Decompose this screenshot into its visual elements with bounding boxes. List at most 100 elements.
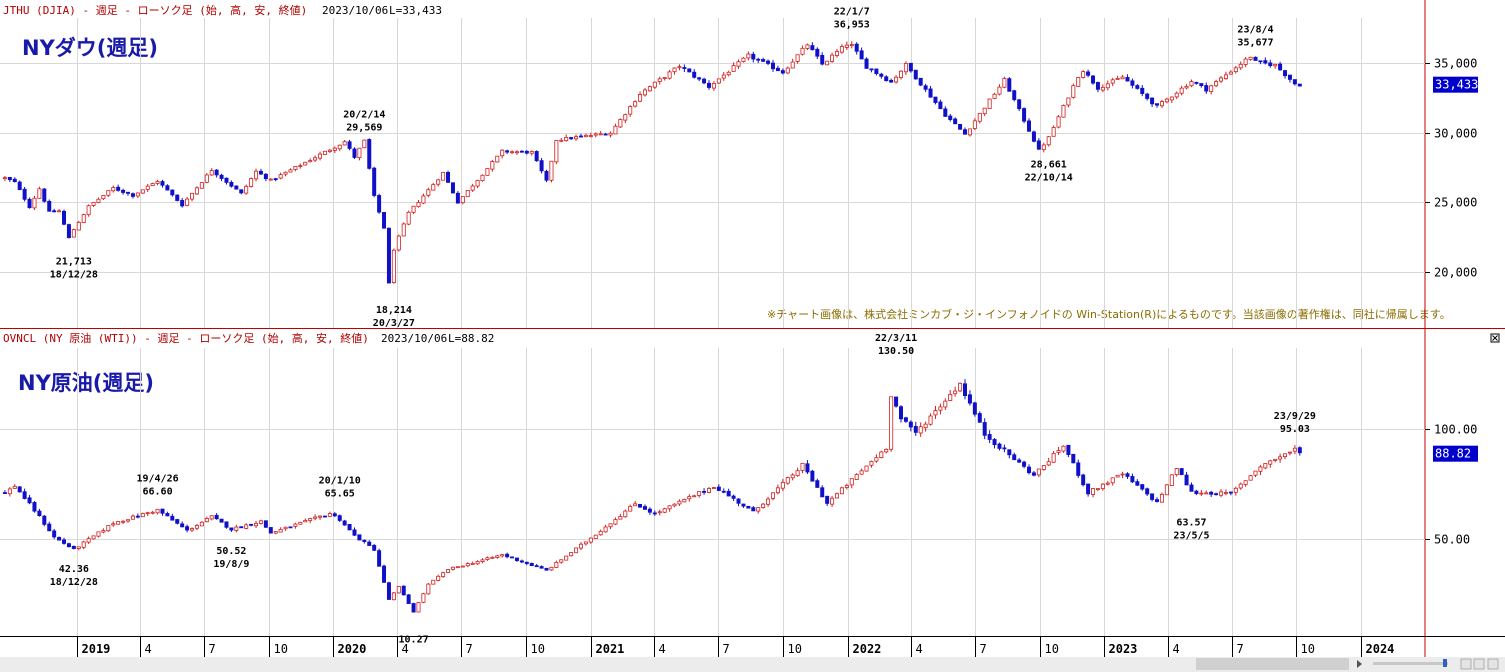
candle-up [185, 198, 190, 206]
candle-down [992, 439, 997, 446]
candle-down [702, 78, 707, 84]
candle-down [1091, 75, 1096, 84]
candle-down [879, 73, 884, 77]
candle-down [977, 413, 982, 423]
candle-down [953, 118, 958, 125]
candle-up [283, 171, 288, 175]
zoom-in-icon[interactable] [1473, 658, 1485, 670]
candle-down [716, 486, 721, 491]
candle-up [150, 511, 155, 514]
candle-up [1100, 483, 1105, 490]
candle-up [1046, 461, 1051, 466]
candle-up [716, 78, 721, 84]
candle-up [446, 569, 451, 573]
x-tick-label: 10 [274, 642, 288, 656]
zoom-icons[interactable] [1460, 658, 1499, 670]
candle-up [672, 67, 677, 73]
candle-up [682, 499, 687, 503]
candle-up [283, 526, 288, 530]
candle-up [1076, 77, 1081, 87]
candle-down [332, 513, 337, 517]
candle-up [426, 583, 431, 595]
candle-up [1219, 77, 1224, 82]
candle-down [170, 189, 175, 196]
candle-up [57, 210, 62, 213]
candle-down [27, 198, 32, 209]
candle-down [780, 70, 785, 74]
candle-down [913, 426, 918, 433]
scroll-right-icon[interactable] [1357, 660, 1362, 668]
candle-down [1022, 108, 1027, 122]
candle-up [204, 518, 209, 523]
close-panel-icon[interactable] [1490, 333, 1500, 343]
candle-up [91, 202, 96, 206]
x-tick-year-label: 2024 [1366, 642, 1395, 656]
candle-up [1209, 85, 1214, 92]
candle-up [490, 556, 495, 559]
candle-up [465, 190, 470, 198]
zoom-out-icon[interactable] [1460, 658, 1472, 670]
candle-up [1120, 76, 1125, 80]
x-tick-label: 7 [466, 642, 473, 656]
candle-up [1228, 71, 1233, 75]
candle-down [322, 515, 327, 518]
candle-up [490, 161, 495, 170]
candle-up [1243, 58, 1248, 65]
candles-0 [2, 41, 1302, 284]
candle-down [47, 200, 52, 212]
candle-up [948, 394, 953, 401]
candle-down [263, 173, 268, 180]
candle-up [421, 593, 426, 603]
candle-down [761, 59, 766, 62]
candle-down [66, 224, 71, 238]
candle-up [86, 538, 91, 543]
candle-up [1223, 492, 1228, 495]
candle-up [633, 503, 638, 507]
candle-down [938, 101, 943, 110]
candle-up [766, 498, 771, 505]
candle-up [126, 519, 131, 522]
candle-up [514, 151, 519, 154]
candle-up [140, 513, 145, 518]
candle-down [71, 545, 76, 549]
zoom-slider-handle[interactable] [1443, 659, 1447, 667]
candle-down [1155, 103, 1160, 106]
candle-up [933, 410, 938, 416]
candle-up [1169, 474, 1174, 486]
candle-up [1199, 492, 1204, 495]
candle-up [711, 487, 716, 489]
candle-down [450, 182, 455, 194]
candle-up [327, 149, 332, 152]
candle-down [1155, 499, 1160, 502]
x-tick-year-label: 2019 [82, 642, 111, 656]
candle-down [52, 530, 57, 538]
horizontal-scrollbar[interactable] [0, 657, 1505, 672]
candle-up [1174, 92, 1179, 98]
candle-down [702, 491, 707, 493]
candle-down [1135, 481, 1140, 486]
candle-down [913, 69, 918, 80]
candle-down [214, 169, 219, 176]
candle-up [436, 179, 441, 185]
candle-up [554, 561, 559, 568]
candle-up [741, 57, 746, 62]
fit-icon[interactable] [1487, 658, 1499, 670]
candle-down [52, 210, 57, 213]
djia-header: JTHU (DJIA) - 週足 - ローソク足 (始, 高, 安, 終値) [3, 3, 307, 17]
candle-down [377, 195, 382, 213]
scrollbar-thumb[interactable] [1196, 658, 1349, 670]
candle-down [524, 561, 529, 564]
candle-up [480, 559, 485, 562]
candle-up [308, 518, 313, 521]
candle-up [475, 179, 480, 187]
candle-down [1135, 85, 1140, 89]
candle-up [549, 160, 554, 181]
zoom-slider-track[interactable] [1373, 662, 1448, 665]
candle-up [869, 461, 874, 466]
x-tick-year-label: 2021 [596, 642, 625, 656]
candle-down [943, 108, 948, 117]
djia-panel: JTHU (DJIA) - 週足 - ローソク足 (始, 高, 安, 終値) 2… [3, 3, 1451, 321]
candle-down [180, 200, 185, 207]
candle-down [1017, 99, 1022, 110]
candle-up [91, 535, 96, 540]
